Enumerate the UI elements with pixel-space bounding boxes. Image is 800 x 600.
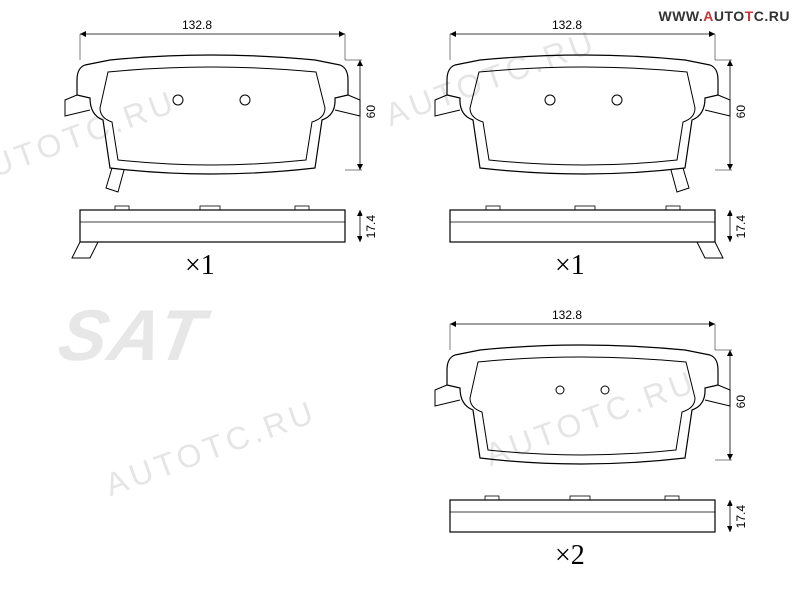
dim-height: 60 xyxy=(732,395,750,408)
sat-watermark: SAT xyxy=(53,295,212,377)
logo-suffix: .RU xyxy=(764,8,790,24)
logo-c: C xyxy=(754,8,765,24)
brake-pad-drawing-top-left: 132.8 xyxy=(50,20,370,280)
logo-t: T xyxy=(745,8,754,24)
quantity-label: ×1 xyxy=(185,250,215,282)
quantity-label: ×2 xyxy=(555,540,585,572)
dim-width: 132.8 xyxy=(550,18,584,32)
brake-pad-drawing-top-right: 132.8 xyxy=(420,20,740,280)
dim-thickness: 17.4 xyxy=(732,505,750,528)
pad-svg xyxy=(420,20,740,280)
dim-thickness: 17.4 xyxy=(732,215,750,238)
pad-svg xyxy=(50,20,370,280)
diagonal-watermark: AUTOTC.RU xyxy=(100,393,321,504)
pad-svg xyxy=(420,310,740,570)
dim-height: 60 xyxy=(362,105,380,118)
dim-width: 132.8 xyxy=(550,308,584,322)
quantity-label: ×1 xyxy=(555,250,585,282)
dim-width: 132.8 xyxy=(180,18,214,32)
dim-thickness: 17.4 xyxy=(362,215,380,238)
brake-pad-drawing-bottom-right: 132.8 60 17.4 ×2 xyxy=(420,310,740,570)
dim-height: 60 xyxy=(732,105,750,118)
